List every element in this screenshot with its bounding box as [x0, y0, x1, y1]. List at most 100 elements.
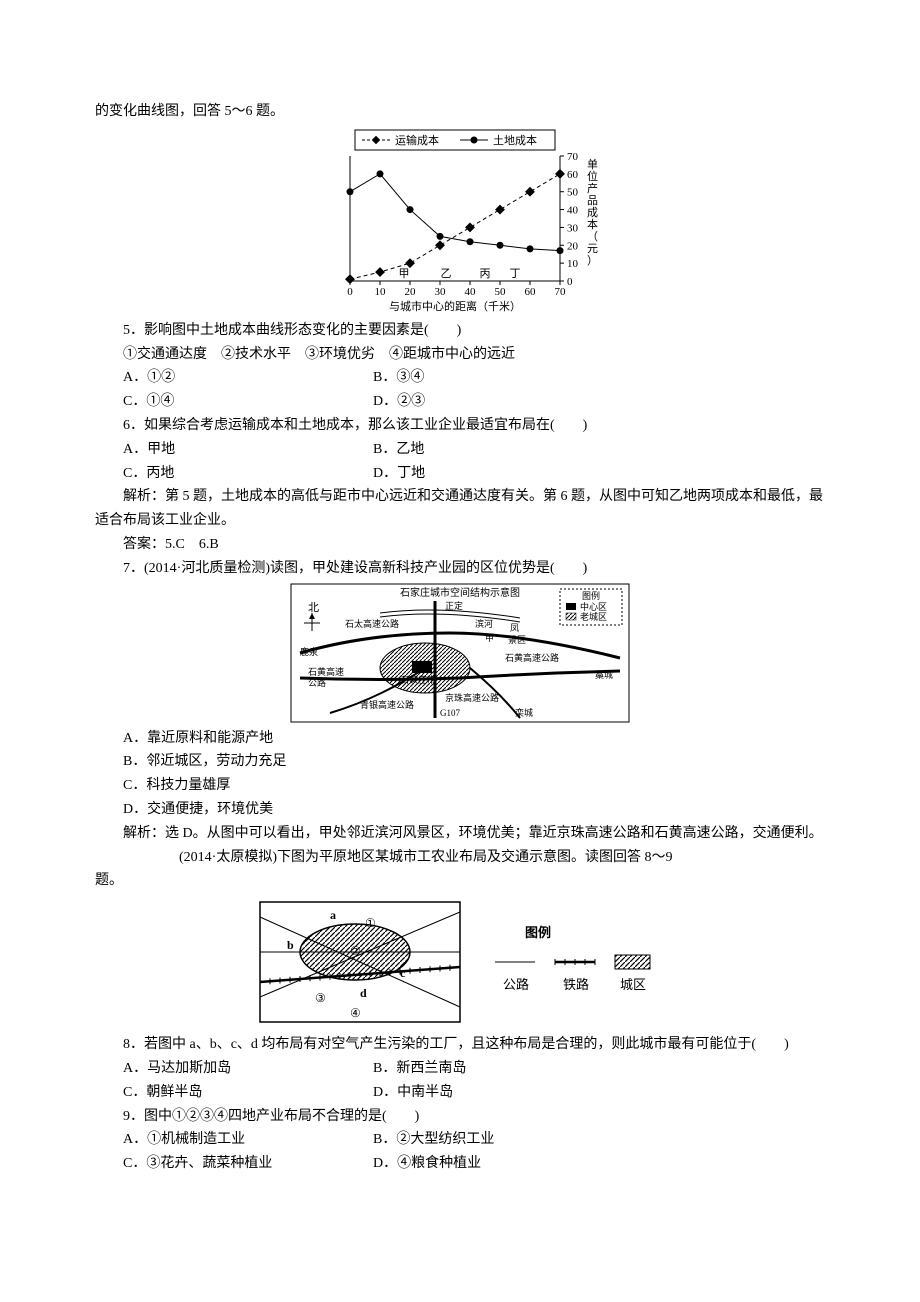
diag-svg: abcd①②③④图例公路铁路城区: [255, 897, 665, 1027]
svg-text:a: a: [330, 908, 336, 922]
q8-C: C．朝鲜半岛: [123, 1081, 373, 1105]
ans56: 答案：5.C 6.B: [95, 533, 825, 557]
q5-stem: 5．影响图中土地成本曲线形态变化的主要因素是( ): [95, 319, 825, 343]
svg-text:石家庄市: 石家庄市: [400, 674, 436, 685]
q6-A: A．甲地: [123, 438, 373, 462]
q6-row2: C．丙地 D．丁地: [123, 462, 825, 486]
svg-text:b: b: [287, 938, 294, 952]
svg-text:藁城: 藁城: [595, 669, 613, 680]
svg-text:30: 30: [567, 222, 579, 234]
svg-text:城区: 城区: [620, 977, 646, 992]
svg-text:甲: 甲: [485, 633, 494, 643]
q9-row1: A．①机械制造工业 B．②大型纺织工业: [123, 1128, 825, 1152]
cost-chart: 运输成本土地成本010203040506070010203040506070单位…: [95, 128, 825, 313]
q8-A: A．马达加斯加岛: [123, 1057, 373, 1081]
svg-text:70: 70: [567, 151, 579, 163]
q8-D: D．中南半岛: [373, 1081, 453, 1105]
svg-text:石黄高速公路: 石黄高速公路: [505, 652, 559, 663]
q7-expl: 解析：选 D。从图中可以看出，甲处邻近滨河风景区，环境优美；靠近京珠高速公路和石…: [95, 822, 825, 846]
svg-text:石家庄城市空间结构示意图: 石家庄城市空间结构示意图: [400, 586, 520, 599]
q89-diagram: abcd①②③④图例公路铁路城区: [95, 897, 825, 1027]
q7-map: 石家庄城市空间结构示意图图例中心区老城区北鹿泉石黄高速公路石太高速公路正定滨河甲…: [95, 583, 825, 723]
q5-C: C．①④: [123, 390, 373, 414]
svg-text:成: 成: [587, 206, 598, 219]
q5-row2: C．①④ D．②③: [123, 390, 825, 414]
svg-text:70: 70: [555, 286, 567, 298]
svg-text:c: c: [400, 966, 406, 980]
svg-text:60: 60: [567, 169, 579, 181]
svg-text:60: 60: [525, 286, 537, 298]
q9-stem: 9．图中①②③④四地产业布局不合理的是( ): [95, 1105, 825, 1129]
svg-text:铁路: 铁路: [563, 977, 589, 992]
svg-text:图例: 图例: [582, 590, 600, 601]
intro89b: 题。: [95, 869, 825, 893]
chart-svg: 运输成本土地成本010203040506070010203040506070单位…: [315, 128, 605, 313]
svg-text:丁: 丁: [510, 268, 521, 280]
svg-text:G107: G107: [440, 708, 460, 718]
q6-C: C．丙地: [123, 462, 373, 486]
q6-row1: A．甲地 B．乙地: [123, 438, 825, 462]
svg-text:②: ②: [350, 944, 361, 958]
svg-text:青银高速公路: 青银高速公路: [360, 699, 414, 710]
q7-B: B．邻近城区，劳动力充足: [95, 750, 825, 774]
svg-text:④: ④: [350, 1006, 361, 1020]
intro89: (2014·太原模拟)下图为平原地区某城市工农业布局及交通示意图。读图回答 8～…: [95, 846, 825, 870]
q8-B: B．新西兰南岛: [373, 1057, 466, 1081]
svg-text:品: 品: [587, 194, 598, 207]
svg-text:石太高速公路: 石太高速公路: [345, 618, 399, 629]
svg-text:中心区: 中心区: [580, 601, 607, 612]
svg-text:凤: 凤: [510, 623, 519, 633]
svg-text:景区: 景区: [508, 635, 526, 645]
svg-text:老城区: 老城区: [580, 611, 607, 622]
q6-D: D．丁地: [373, 462, 425, 486]
svg-text:单: 单: [587, 158, 598, 171]
svg-text:20: 20: [405, 286, 417, 298]
svg-text:京珠高速公路: 京珠高速公路: [445, 692, 499, 703]
svg-text:土地成本: 土地成本: [493, 133, 537, 147]
q8-stem: 8．若图中 a、b、c、d 均布局有对空气产生污染的工厂，且这种布局是合理的，则…: [95, 1033, 825, 1057]
svg-text:乙: 乙: [441, 267, 452, 280]
q5-factors: ①交通通达度 ②技术水平 ③环境优劣 ④距城市中心的远近: [95, 343, 825, 367]
svg-text:0: 0: [567, 276, 573, 288]
svg-text:40: 40: [465, 286, 477, 298]
q9-C: C．③花卉、蔬菜种植业: [123, 1152, 373, 1176]
q9-B: B．②大型纺织工业: [373, 1128, 494, 1152]
q7-A: A．靠近原料和能源产地: [95, 727, 825, 751]
q9-A: A．①机械制造工业: [123, 1128, 373, 1152]
svg-text:40: 40: [567, 204, 579, 216]
svg-text:正定: 正定: [445, 600, 463, 611]
svg-text:0: 0: [347, 286, 353, 298]
svg-text:③: ③: [315, 991, 326, 1005]
q5-row1: A．①② B．③④: [123, 366, 825, 390]
svg-text:产: 产: [587, 181, 598, 195]
q7-D: D．交通便捷，环境优美: [95, 798, 825, 822]
svg-text:石黄高速: 石黄高速: [308, 666, 344, 677]
svg-text:50: 50: [495, 286, 507, 298]
svg-text:与城市中心的距离（千米）: 与城市中心的距离（千米）: [389, 299, 521, 313]
svg-text:（: （: [587, 230, 598, 243]
q9-row2: C．③花卉、蔬菜种植业 D．④粮食种植业: [123, 1152, 825, 1176]
q7-C: C．科技力量雄厚: [95, 774, 825, 798]
svg-text:20: 20: [567, 240, 579, 252]
svg-text:公路: 公路: [308, 677, 326, 688]
svg-text:位: 位: [587, 169, 598, 183]
svg-text:公路: 公路: [503, 977, 529, 992]
q8-row2: C．朝鲜半岛 D．中南半岛: [123, 1081, 825, 1105]
svg-text:滨河: 滨河: [475, 618, 493, 629]
svg-text:30: 30: [435, 286, 447, 298]
q5-B: B．③④: [373, 366, 424, 390]
svg-text:北: 北: [308, 601, 319, 614]
intro-line: 的变化曲线图，回答 5～6 题。: [95, 100, 825, 124]
svg-text:元: 元: [587, 243, 598, 255]
q6-stem: 6．如果综合考虑运输成本和土地成本，那么该工业企业最适宜布局在( ): [95, 414, 825, 438]
svg-text:）: ）: [587, 254, 598, 267]
q7-stem: 7．(2014·河北质量检测)读图，甲处建设高新科技产业园的区位优势是( ): [95, 557, 825, 581]
svg-text:①: ①: [365, 916, 376, 930]
svg-text:50: 50: [567, 187, 579, 199]
svg-text:甲: 甲: [399, 268, 410, 280]
q5-A: A．①②: [123, 366, 373, 390]
q6-B: B．乙地: [373, 438, 424, 462]
svg-text:10: 10: [567, 258, 579, 270]
svg-text:丙: 丙: [480, 268, 491, 280]
svg-text:d: d: [360, 986, 367, 1000]
